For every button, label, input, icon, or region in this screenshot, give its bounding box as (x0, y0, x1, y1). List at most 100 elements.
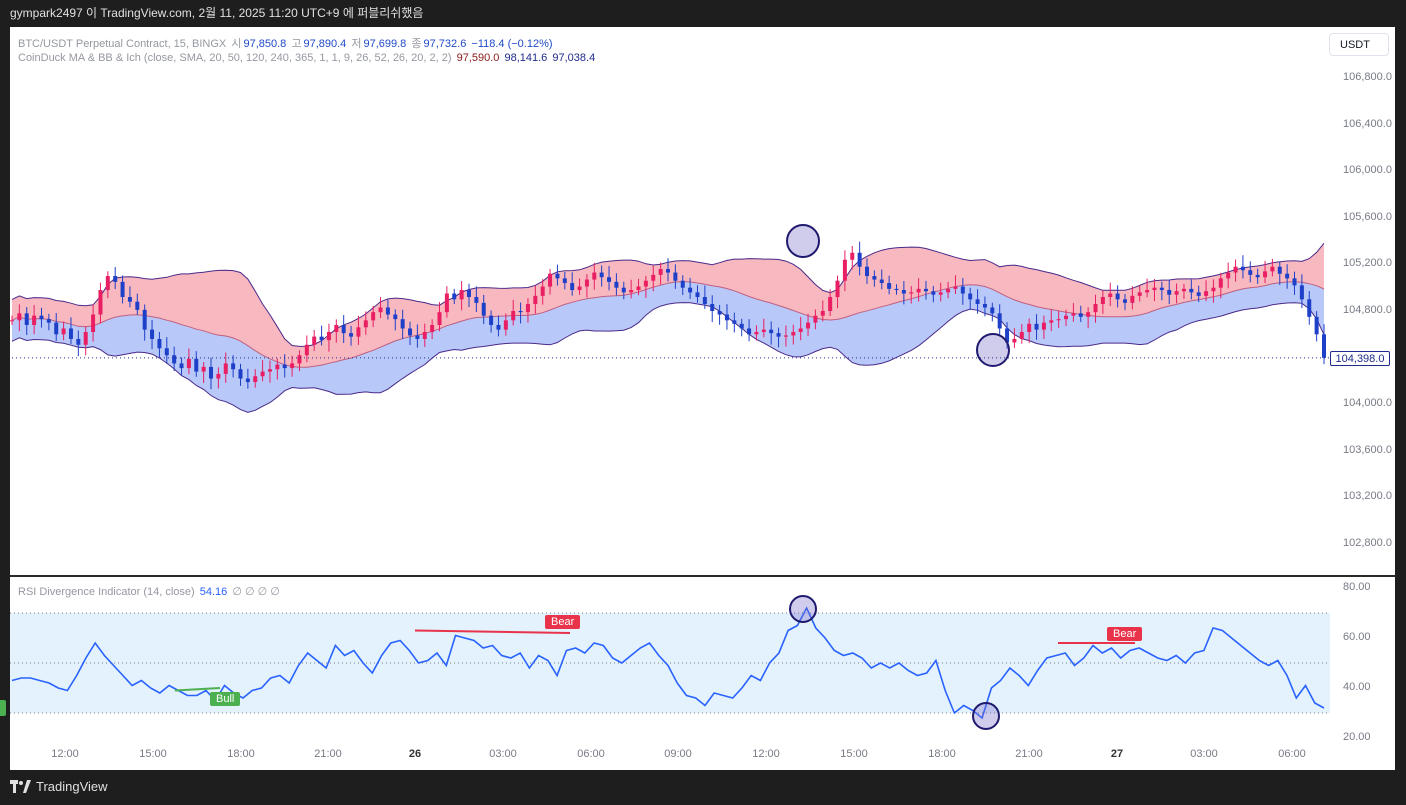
candle-body (260, 371, 265, 377)
candle-body (17, 313, 22, 321)
candle-body (1034, 323, 1039, 330)
candle-body (525, 304, 530, 313)
candle-body (201, 366, 206, 372)
candle-body (997, 313, 1002, 329)
high-label: 고 (291, 38, 302, 50)
candle-body (1064, 315, 1069, 320)
candle-body (319, 336, 324, 341)
rsi-extras: ∅ ∅ ∅ ∅ (232, 586, 280, 598)
candle-body (599, 272, 604, 278)
candle-body (636, 286, 641, 291)
candle-body (791, 331, 796, 336)
candle-body (172, 355, 177, 364)
rsi-tick: 40.00 (1343, 681, 1371, 693)
rsi-legend: RSI Divergence Indicator (14, close) 54.… (18, 585, 282, 598)
rsi-tick: 60.00 (1343, 631, 1371, 643)
time-tick: 06:00 (1278, 748, 1306, 760)
candle-body (651, 274, 656, 281)
time-tick: 03:00 (1190, 748, 1218, 760)
candle-body (1122, 299, 1127, 303)
time-tick: 15:00 (840, 748, 868, 760)
time-tick: 26 (408, 748, 422, 760)
candle-body (666, 269, 670, 273)
alert-marker[interactable] (0, 700, 6, 716)
candle-body (444, 293, 449, 313)
indicator-value-1: 97,590.0 (456, 52, 500, 64)
rsi-chart-svg[interactable] (10, 577, 1395, 770)
indicator-title[interactable]: CoinDuck MA & BB & Ich (close, SMA, 20, … (18, 52, 452, 64)
candle-body (879, 279, 884, 284)
candle-body (400, 319, 405, 329)
price-tick: 104,000.0 (1343, 397, 1392, 410)
candle-body (916, 288, 921, 293)
candle-body (724, 314, 729, 321)
candle-body (68, 328, 73, 339)
candle-body (157, 338, 162, 349)
candle-body (341, 324, 346, 334)
candle-body (489, 315, 494, 325)
candle-body (592, 272, 597, 280)
price-tick: 105,600.0 (1343, 210, 1392, 223)
candle-body (629, 290, 634, 293)
candle-body (304, 344, 309, 356)
candle-body (643, 280, 648, 287)
time-tick: 27 (1110, 748, 1124, 760)
candle-body (1027, 323, 1032, 332)
time-tick: 12:00 (51, 748, 79, 760)
candle-body (1167, 290, 1172, 295)
candle-body (1159, 287, 1164, 291)
price-tick: 104,800.0 (1343, 304, 1392, 316)
candle-body (105, 276, 110, 291)
candle-body (1204, 291, 1209, 296)
candle-body (1233, 266, 1238, 273)
candle-body (806, 322, 811, 329)
candle-body (267, 369, 272, 372)
candle-body (1299, 285, 1304, 300)
candle-body (164, 348, 169, 356)
candle-body (503, 320, 508, 330)
candle-body (982, 304, 987, 308)
rsi-pane[interactable]: RSI Divergence Indicator (14, close) 54.… (10, 577, 1395, 770)
candle-body (570, 283, 575, 291)
candle-body (946, 288, 951, 293)
signal-circle-low (976, 333, 1010, 367)
candle-body (422, 331, 427, 339)
pane-divider[interactable] (10, 575, 1395, 577)
candle-body (511, 311, 516, 321)
candle-body (1108, 293, 1113, 298)
candle-body (739, 323, 744, 329)
candle-body (415, 335, 420, 339)
price-tick: 106,400.0 (1343, 117, 1392, 130)
candle-body (150, 329, 155, 339)
publish-info-text: gympark2497 이 TradingView.com, 2월 11, 20… (10, 6, 424, 20)
candle-body (1115, 293, 1120, 300)
candle-body (1181, 288, 1186, 292)
rsi-title[interactable]: RSI Divergence Indicator (14, close) (18, 586, 195, 598)
candle-body (923, 288, 928, 292)
candle-body (761, 329, 766, 332)
candle-body (1012, 338, 1017, 343)
symbol-legend: BTC/USDT Perpetual Contract, 15, BINGX 시… (18, 35, 555, 51)
candle-body (783, 335, 788, 337)
currency-button[interactable]: USDT (1329, 33, 1389, 56)
price-tick: 103,600.0 (1343, 443, 1392, 456)
candle-body (953, 286, 958, 289)
price-chart-svg[interactable] (10, 27, 1395, 575)
candle-body (216, 373, 221, 379)
candle-body (430, 324, 435, 332)
bull-divergence-line (174, 687, 221, 692)
tradingview-logo[interactable]: TradingView (10, 772, 108, 802)
price-tick: 106,800.0 (1343, 71, 1392, 83)
symbol-title[interactable]: BTC/USDT Perpetual Contract, 15, BINGX (18, 38, 227, 50)
candle-body (76, 338, 81, 345)
candle-body (127, 297, 132, 302)
price-pane[interactable]: BTC/USDT Perpetual Contract, 15, BINGX 시… (10, 27, 1395, 575)
candle-body (842, 259, 847, 281)
signal-circle-high (789, 595, 817, 623)
candle-body (223, 363, 228, 374)
price-tick: 105,200.0 (1343, 257, 1392, 270)
rsi-line (11, 606, 1325, 720)
candle-body (872, 276, 877, 280)
candle-body (865, 266, 870, 277)
candle-body (1255, 274, 1260, 278)
